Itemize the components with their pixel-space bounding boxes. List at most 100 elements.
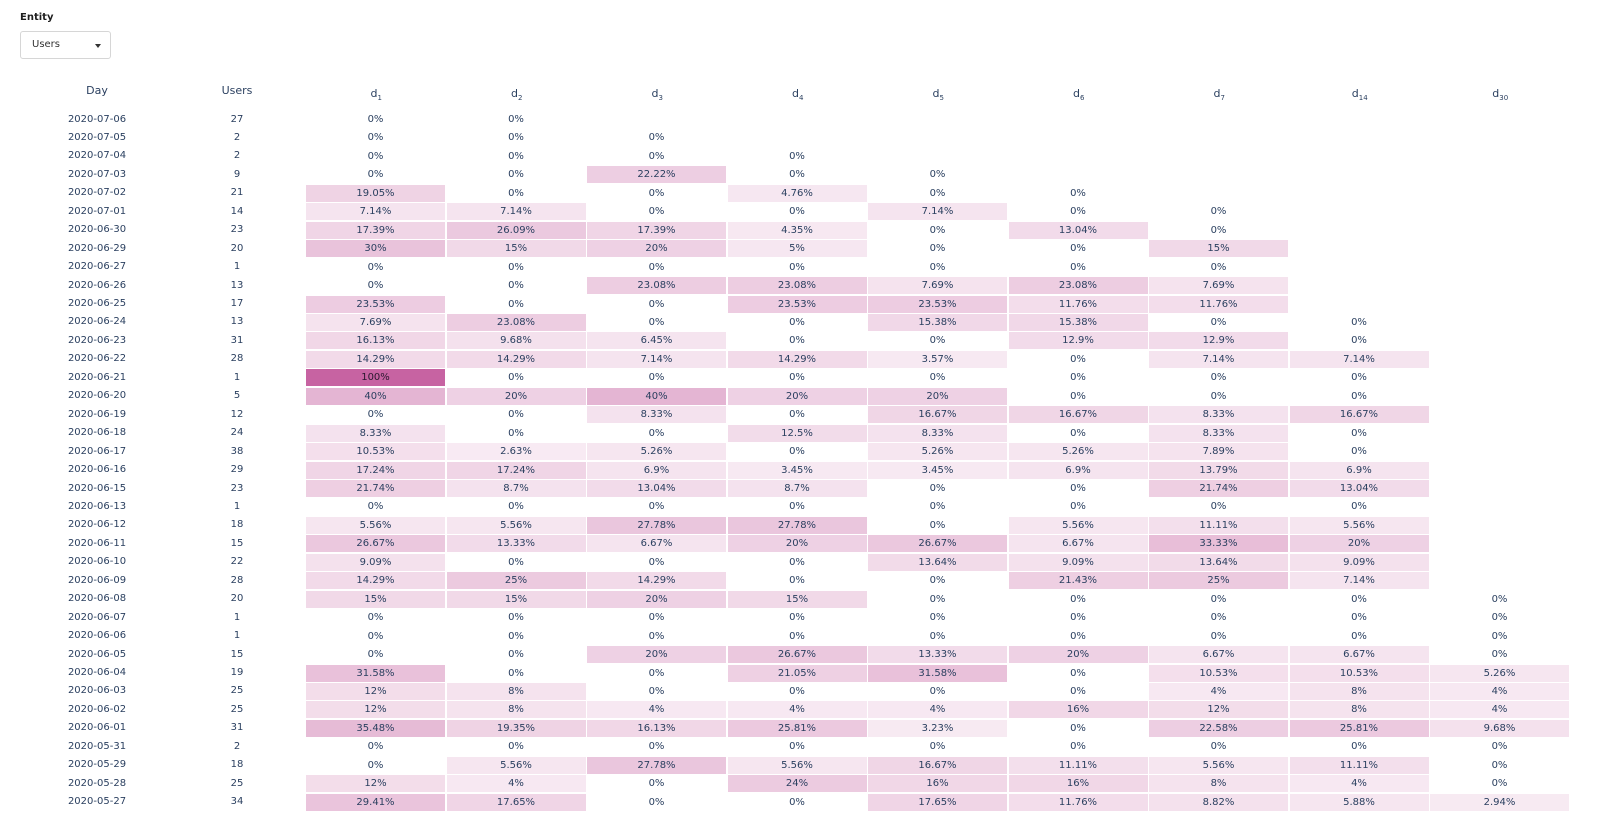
retention-cell: 9.09% (306, 553, 445, 571)
retention-cell: 7.14% (446, 203, 586, 221)
row-day: 2020-06-10 (67, 556, 127, 568)
retention-cell: 12% (1149, 701, 1288, 719)
retention-cell: 0% (929, 261, 946, 273)
retention-cell: 0% (648, 667, 665, 679)
retention-cell: 4% (446, 775, 586, 793)
column-header-d1: d1 (370, 87, 382, 103)
retention-cell: 22.22% (587, 166, 726, 184)
retention-cell: 0% (1070, 685, 1086, 697)
retention-cell: 4% (868, 701, 1007, 719)
retention-cell: 0% (929, 169, 946, 181)
retention-cell: 0% (508, 132, 524, 144)
row-users-count: 1 (233, 371, 241, 383)
retention-cell: 0% (789, 741, 805, 753)
column-header-d2: d2 (511, 87, 523, 103)
retention-cell: 0% (1210, 261, 1227, 273)
retention-cell: 0% (1210, 630, 1227, 642)
retention-cell: 0% (1491, 612, 1508, 624)
retention-cell: 0% (648, 778, 665, 790)
retention-cell: 0% (1351, 741, 1367, 753)
retention-cell: 0% (648, 261, 665, 273)
retention-cell: 7.14% (306, 203, 445, 221)
retention-cell: 0% (1351, 372, 1367, 384)
retention-cell: 6.45% (587, 332, 726, 350)
retention-cell: 40% (587, 387, 726, 405)
retention-cell: 8.7% (727, 480, 867, 497)
retention-cell: 30% (306, 240, 445, 258)
row-day: 2020-06-12 (67, 519, 127, 531)
retention-cell: 0% (1351, 501, 1367, 513)
retention-cell: 0% (1070, 741, 1086, 753)
retention-cell: 13.33% (446, 535, 586, 553)
retention-cell: 17.39% (306, 221, 445, 239)
retention-cell: 0% (508, 741, 524, 753)
retention-cell: 6.9% (587, 461, 726, 479)
retention-cell: 13.33% (868, 646, 1007, 664)
retention-cell: 0% (929, 243, 946, 255)
retention-cell: 9.68% (1430, 719, 1569, 737)
retention-cell: 4% (1289, 775, 1429, 793)
retention-cell: 21.74% (306, 480, 445, 497)
retention-cell: 0% (648, 612, 665, 624)
retention-cell: 0% (508, 372, 524, 384)
retention-cell: 24% (727, 775, 867, 793)
retention-cell: 27.78% (727, 516, 867, 534)
row-day: 2020-05-27 (67, 796, 127, 808)
row-day: 2020-06-09 (67, 574, 127, 586)
retention-cell: 0% (648, 150, 665, 162)
retention-cell: 5.56% (1289, 516, 1429, 534)
retention-cell: 0% (1070, 390, 1086, 402)
retention-cell: 0% (508, 501, 524, 513)
retention-cell: 0% (367, 649, 384, 661)
retention-cell: 0% (929, 593, 946, 605)
retention-cell: 26.67% (306, 535, 445, 553)
retention-cell: 0% (648, 187, 665, 199)
retention-cell: 23.53% (727, 295, 867, 313)
row-users-count: 34 (230, 796, 244, 808)
row-users-count: 5 (233, 390, 241, 402)
retention-cell: 16.13% (587, 719, 726, 737)
retention-cell: 0% (508, 114, 524, 125)
retention-cell: 0% (1491, 741, 1508, 753)
retention-cell: 21.43% (1008, 572, 1148, 590)
retention-cell: 0% (367, 150, 384, 162)
row-users-count: 1 (233, 500, 241, 512)
retention-cell: 0% (648, 372, 665, 384)
retention-cell: 29.41% (306, 793, 445, 811)
retention-cell: 19.35% (446, 719, 586, 737)
row-day: 2020-06-05 (67, 648, 127, 660)
row-users-count: 13 (230, 316, 244, 328)
retention-cell: 0% (1070, 630, 1086, 642)
retention-cell: 0% (929, 519, 946, 531)
retention-cell: 0% (367, 759, 384, 771)
retention-cell: 5.56% (446, 516, 586, 534)
retention-cell: 0% (367, 409, 384, 421)
retention-cell: 16% (868, 775, 1007, 793)
row-users-count: 18 (230, 519, 244, 531)
retention-cell: 0% (789, 169, 805, 181)
retention-cell: 4% (1430, 701, 1569, 719)
retention-cell: 0% (648, 685, 665, 697)
retention-cell: 13.04% (1008, 221, 1148, 239)
retention-cell: 20% (1008, 646, 1148, 664)
row-users-count: 23 (230, 482, 244, 494)
retention-cell: 0% (648, 630, 665, 642)
retention-cell: 7.14% (587, 350, 726, 368)
entity-select[interactable]: Users (20, 31, 111, 59)
retention-cell: 15% (446, 590, 586, 608)
row-users-count: 19 (230, 667, 244, 678)
retention-cell: 0% (1351, 316, 1367, 328)
retention-cell: 14.29% (727, 350, 867, 368)
retention-cell: 27.78% (587, 516, 726, 534)
row-users-count: 1 (233, 611, 241, 623)
row-day: 2020-06-11 (67, 537, 127, 549)
row-users-count: 25 (230, 777, 244, 789)
retention-cell: 13.64% (1149, 553, 1288, 571)
row-day: 2020-06-29 (67, 242, 127, 254)
row-day: 2020-06-08 (67, 593, 127, 605)
row-users-count: 24 (230, 427, 244, 439)
row-users-count: 27 (230, 113, 244, 125)
row-day: 2020-07-02 (67, 187, 127, 199)
retention-cell: 4% (1149, 682, 1288, 700)
